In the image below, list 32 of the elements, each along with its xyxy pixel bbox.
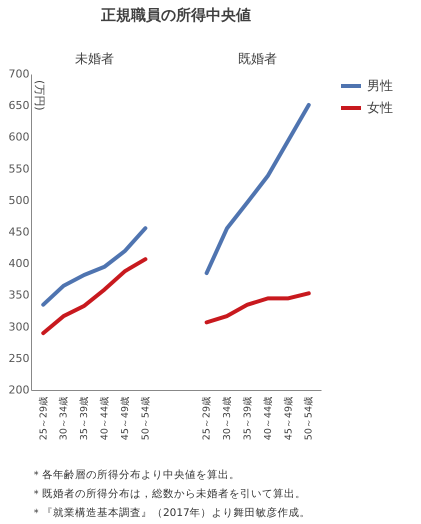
x-tick-label: 45～49歳 <box>282 396 294 440</box>
x-tick-label: 25～29歳 <box>200 396 213 440</box>
chart-title: 正規職員の所得中央値 <box>100 6 251 24</box>
y-tick-label: 250 <box>8 352 30 365</box>
x-tick-label: 25～29歳 <box>37 396 50 440</box>
y-tick-label: 450 <box>8 226 30 238</box>
x-tick-label: 50～54歳 <box>302 396 315 440</box>
x-tick-label: 45～49歳 <box>118 396 131 440</box>
x-tick-label: 50～54歳 <box>139 396 152 440</box>
y-tick-label: 350 <box>8 288 30 302</box>
x-tick-label: 35～39歳 <box>78 396 90 440</box>
y-tick-label: 300 <box>8 320 30 334</box>
text: 既婚者 <box>238 52 278 67</box>
y-tick-label: 650 <box>8 99 30 112</box>
y-tick-label: 200 <box>8 384 30 396</box>
text: 未婚者 <box>74 52 114 67</box>
y-tick-label: 600 <box>8 130 30 144</box>
y-axis-title: (万円) <box>33 80 46 111</box>
text: ＊既婚者の所得分布は，総数から未婚者を引いて算出。 <box>31 487 306 500</box>
y-tick-label: 400 <box>8 257 30 270</box>
legend-label: 女性 <box>367 101 393 116</box>
text: ＊各年齢層の所得分布より中央値を算出。 <box>31 468 240 481</box>
text: ＊『就業構造基本調査』（2017年）より舞田敏彦作成。 <box>31 506 311 519</box>
y-tick-label: 500 <box>8 194 30 207</box>
y-tick-label: 700 <box>8 68 30 80</box>
y-tick-label: 550 <box>8 162 30 176</box>
x-tick-label: 40～44歳 <box>262 396 274 440</box>
x-tick-label: 35～39歳 <box>241 396 254 440</box>
x-tick-label: 30～34歳 <box>221 396 234 440</box>
x-tick-label: 40～44歳 <box>98 396 111 440</box>
x-tick-label: 30～34歳 <box>58 396 70 440</box>
legend-label: 男性 <box>367 79 393 94</box>
